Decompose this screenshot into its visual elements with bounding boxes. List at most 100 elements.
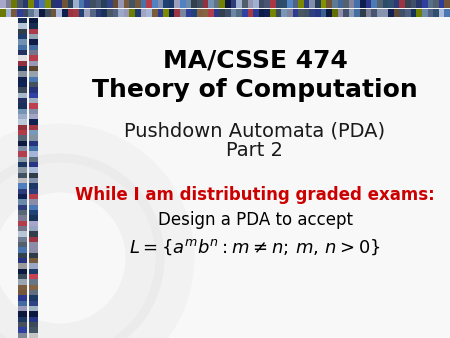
Bar <box>79 0 85 8</box>
Bar <box>29 252 38 258</box>
Bar <box>18 306 27 311</box>
Bar <box>18 199 27 205</box>
Bar <box>18 183 27 189</box>
Bar <box>29 247 38 253</box>
Bar <box>11 0 18 8</box>
Bar <box>29 258 38 263</box>
Bar <box>236 0 243 8</box>
Bar <box>152 0 158 8</box>
Bar <box>112 0 119 8</box>
Bar <box>428 9 434 17</box>
Bar <box>18 124 27 130</box>
Bar <box>101 9 108 17</box>
Bar <box>29 140 38 146</box>
Bar <box>124 0 130 8</box>
Bar <box>18 220 27 226</box>
Bar <box>18 156 27 162</box>
Text: Part 2: Part 2 <box>226 142 284 161</box>
Bar <box>202 0 209 8</box>
Bar <box>29 119 38 125</box>
Bar <box>18 167 27 173</box>
Bar <box>45 9 51 17</box>
Bar <box>73 9 79 17</box>
Bar <box>208 9 214 17</box>
Bar <box>18 177 27 183</box>
Bar <box>29 284 38 290</box>
Bar <box>18 114 27 119</box>
Bar <box>29 231 38 237</box>
Bar <box>338 9 344 17</box>
Bar <box>29 273 38 279</box>
Bar <box>248 9 254 17</box>
Bar <box>18 300 27 306</box>
Bar <box>29 220 38 226</box>
Bar <box>18 327 27 333</box>
Bar <box>175 9 180 17</box>
Bar <box>225 9 231 17</box>
Bar <box>18 66 27 71</box>
Bar <box>18 252 27 258</box>
Bar <box>355 0 360 8</box>
Bar <box>29 71 38 77</box>
Bar <box>50 9 57 17</box>
Bar <box>17 9 23 17</box>
Bar <box>29 199 38 205</box>
Bar <box>11 9 18 17</box>
Bar <box>18 172 27 178</box>
Bar <box>320 0 327 8</box>
Bar <box>29 177 38 183</box>
Bar <box>29 167 38 173</box>
Bar <box>18 236 27 242</box>
Bar <box>56 9 63 17</box>
Bar <box>135 9 141 17</box>
Bar <box>445 9 450 17</box>
Bar <box>298 9 304 17</box>
Bar <box>315 0 321 8</box>
Bar <box>220 0 225 8</box>
Bar <box>371 0 378 8</box>
Bar <box>259 9 265 17</box>
Bar <box>304 0 310 8</box>
Bar <box>29 332 38 338</box>
Bar <box>29 23 38 29</box>
Bar <box>107 9 113 17</box>
Bar <box>191 0 198 8</box>
Bar <box>29 108 38 114</box>
Bar <box>62 0 68 8</box>
Bar <box>29 268 38 274</box>
Bar <box>29 76 38 82</box>
Bar <box>248 0 254 8</box>
Bar <box>236 9 243 17</box>
Bar <box>29 28 38 34</box>
Bar <box>18 103 27 108</box>
Bar <box>304 9 310 17</box>
Bar <box>242 0 248 8</box>
Bar <box>29 183 38 189</box>
Bar <box>29 215 38 221</box>
Bar <box>320 9 327 17</box>
Bar <box>40 0 45 8</box>
Bar <box>29 236 38 242</box>
Bar <box>281 0 288 8</box>
Bar <box>18 23 27 29</box>
Bar <box>18 49 27 55</box>
Bar <box>326 9 333 17</box>
Bar <box>29 172 38 178</box>
Bar <box>29 151 38 157</box>
Bar <box>428 0 434 8</box>
Bar <box>29 114 38 119</box>
Bar <box>433 0 439 8</box>
Bar <box>68 9 74 17</box>
Bar <box>371 9 378 17</box>
Bar <box>29 321 38 327</box>
Bar <box>18 279 27 285</box>
Bar <box>85 9 90 17</box>
Bar <box>225 0 231 8</box>
Bar <box>29 290 38 295</box>
Bar <box>410 0 417 8</box>
Bar <box>18 33 27 39</box>
Bar <box>18 273 27 279</box>
Bar <box>18 145 27 151</box>
Bar <box>56 0 63 8</box>
Bar <box>18 129 27 135</box>
